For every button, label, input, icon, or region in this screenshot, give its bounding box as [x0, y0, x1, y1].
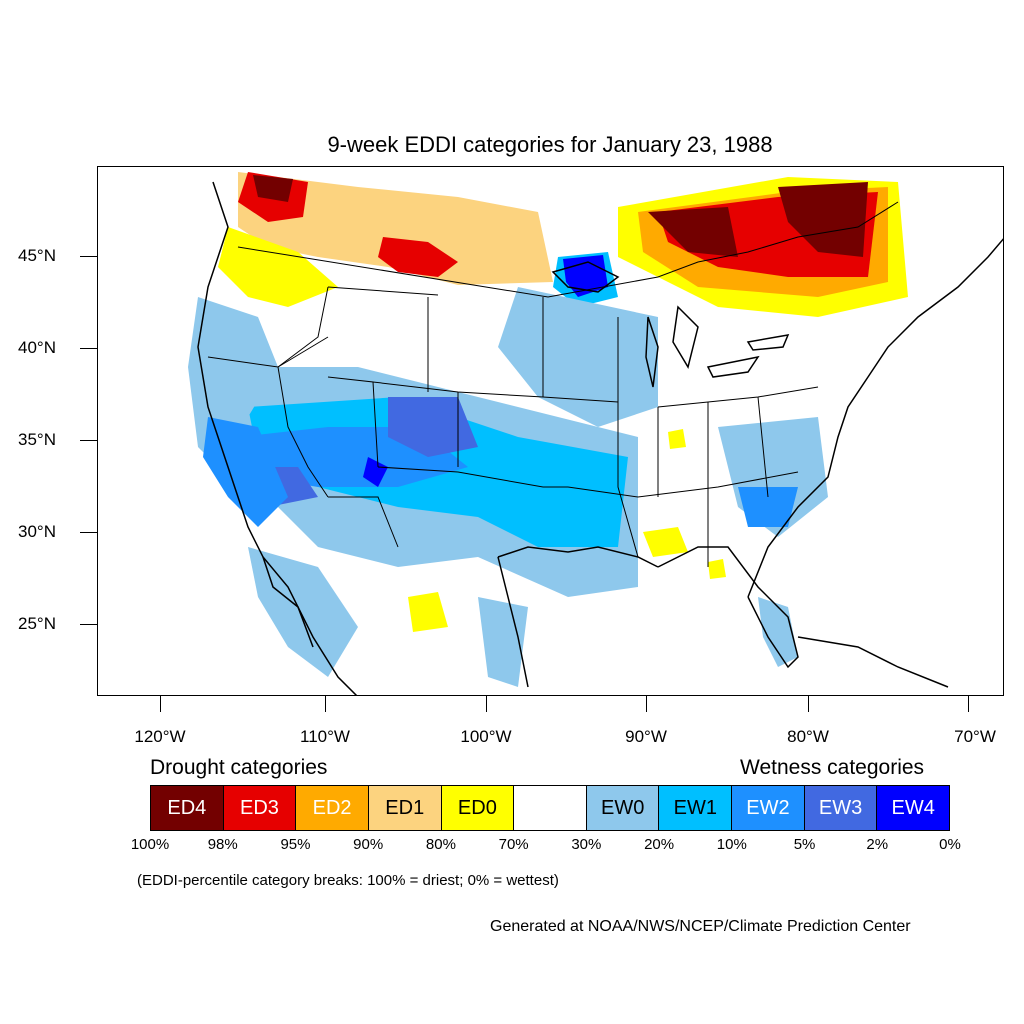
- legend-break-label: 5%: [793, 836, 816, 853]
- lon-tick-90: [646, 696, 647, 712]
- carolinas-wet: [738, 487, 798, 527]
- lat-label-30: 30°N: [18, 522, 56, 541]
- legend-swatch: ED2: [296, 786, 369, 830]
- state-borders: [207, 201, 899, 567]
- california-wet: [203, 417, 288, 527]
- eddi-map: [188, 172, 1003, 695]
- lon-label-90: 90°W: [625, 727, 667, 746]
- mexico-dry-spot: [408, 592, 448, 632]
- northwest-extreme-core: [253, 175, 293, 202]
- mexico-wet: [248, 547, 358, 677]
- coastlines: [197, 181, 1003, 695]
- legend-color-bar: ED4 ED3 ED2 ED1 ED0 EW0 EW1 EW2 EW3 EW4: [150, 785, 950, 831]
- lat-label-35: 35°N: [18, 430, 56, 449]
- southeast-dry-spot-2: [708, 559, 726, 579]
- northeast-extreme-east: [778, 182, 868, 257]
- legend-swatch: EW0: [586, 786, 660, 830]
- rockies-wetter: [388, 397, 478, 457]
- great-lakes-outline: [551, 261, 790, 388]
- northeast-extreme-west: [648, 207, 738, 257]
- legend-break-label: 90%: [353, 836, 384, 853]
- legend-break-label: 98%: [207, 836, 238, 853]
- lat-tick-30: [80, 532, 97, 533]
- florida-wet: [758, 597, 798, 667]
- southeast-dry-spot-1: [643, 527, 688, 557]
- north-dry-region: [238, 172, 553, 285]
- lat-label-40: 40°N: [18, 338, 56, 357]
- map-title: 9-week EDDI categories for January 23, 1…: [327, 132, 773, 157]
- legend-swatch: [514, 786, 587, 830]
- legend-break-label: 70%: [498, 836, 529, 853]
- lon-label-70: 70°W: [954, 727, 996, 746]
- map-panel: [97, 166, 1004, 696]
- lon-tick-70: [968, 696, 969, 712]
- legend-break-label: 100%: [130, 836, 170, 853]
- southwest-very-wet: [363, 457, 388, 487]
- credit-line: Generated at NOAA/NWS/NCEP/Climate Predi…: [490, 918, 911, 935]
- lat-label-25: 25°N: [18, 614, 56, 633]
- lat-tick-35: [80, 440, 97, 441]
- category-note: (EDDI-percentile category breaks: 100% =…: [137, 872, 559, 889]
- legend-swatch: EW3: [804, 786, 878, 830]
- legend-break-label: 30%: [571, 836, 602, 853]
- legend-break-label: 2%: [866, 836, 889, 853]
- legend-swatch: ED3: [223, 786, 297, 830]
- legend-swatch: ED4: [151, 786, 224, 830]
- legend-break-label: 20%: [644, 836, 675, 853]
- legend-break-label: 0%: [939, 836, 961, 853]
- lon-label-80: 80°W: [787, 727, 829, 746]
- legend-swatch: EW1: [659, 786, 733, 830]
- legend-swatch: ED0: [441, 786, 515, 830]
- legend-swatch: ED1: [368, 786, 442, 830]
- legend-swatch: EW2: [732, 786, 805, 830]
- midwest-wet: [498, 287, 658, 427]
- drought-heading: Drought categories: [150, 756, 328, 779]
- lat-tick-40: [80, 348, 97, 349]
- ohio-dry-spot: [668, 429, 686, 449]
- wetness-heading: Wetness categories: [740, 756, 925, 779]
- lat-label-45: 45°N: [18, 246, 56, 265]
- legend-break-label: 80%: [425, 836, 456, 853]
- north-yellow-region: [218, 227, 338, 307]
- lon-tick-110: [325, 696, 326, 712]
- lon-tick-100: [486, 696, 487, 712]
- legend-break-label: 95%: [280, 836, 311, 853]
- mexico-wet-2: [478, 597, 528, 687]
- lon-label-100: 100°W: [460, 727, 512, 746]
- lat-tick-45: [80, 256, 97, 257]
- lon-tick-80: [808, 696, 809, 712]
- legend-swatch: EW4: [877, 786, 950, 830]
- north-center-dry-core: [378, 237, 458, 277]
- legend-break-label: 10%: [716, 836, 747, 853]
- lon-label-120: 120°W: [134, 727, 186, 746]
- lon-tick-120: [160, 696, 161, 712]
- lat-tick-25: [80, 624, 97, 625]
- lon-label-110: 110°W: [300, 727, 350, 746]
